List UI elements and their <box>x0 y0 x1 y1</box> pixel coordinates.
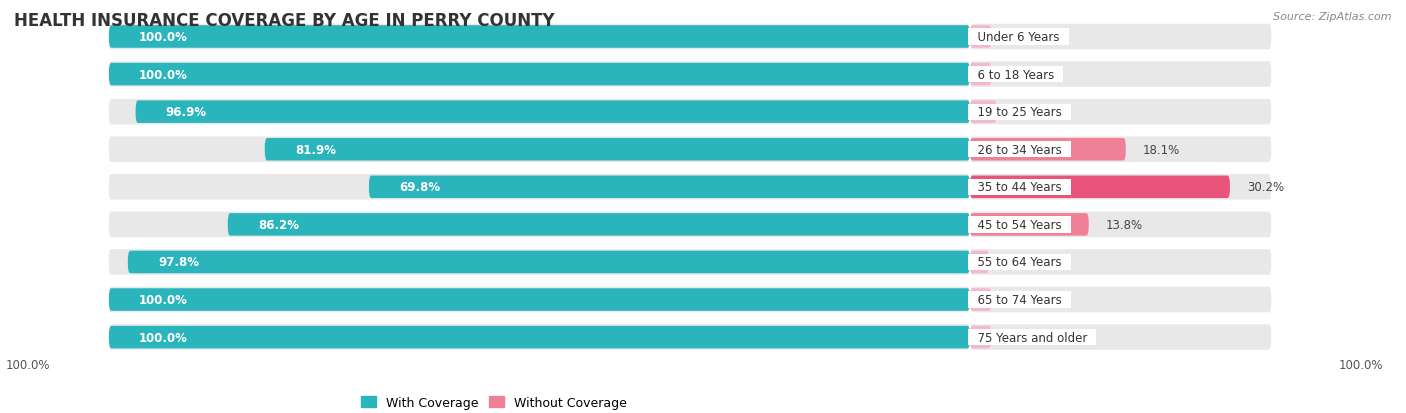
Text: 3.1%: 3.1% <box>1014 106 1043 119</box>
Text: Source: ZipAtlas.com: Source: ZipAtlas.com <box>1274 12 1392 22</box>
FancyBboxPatch shape <box>108 64 970 86</box>
Text: 75 Years and older: 75 Years and older <box>970 331 1095 344</box>
FancyBboxPatch shape <box>108 249 970 275</box>
Text: HEALTH INSURANCE COVERAGE BY AGE IN PERRY COUNTY: HEALTH INSURANCE COVERAGE BY AGE IN PERR… <box>14 12 555 30</box>
FancyBboxPatch shape <box>970 101 997 123</box>
Text: Under 6 Years: Under 6 Years <box>970 31 1067 44</box>
FancyBboxPatch shape <box>970 326 991 349</box>
FancyBboxPatch shape <box>970 26 991 49</box>
Text: 0.0%: 0.0% <box>1008 293 1038 306</box>
FancyBboxPatch shape <box>135 101 970 123</box>
FancyBboxPatch shape <box>108 287 970 313</box>
FancyBboxPatch shape <box>228 214 970 236</box>
Text: 13.8%: 13.8% <box>1107 218 1143 231</box>
FancyBboxPatch shape <box>108 137 970 163</box>
Text: 0.0%: 0.0% <box>1008 69 1038 81</box>
FancyBboxPatch shape <box>264 139 970 161</box>
Text: 100.0%: 100.0% <box>6 358 51 371</box>
FancyBboxPatch shape <box>970 175 1271 200</box>
FancyBboxPatch shape <box>970 25 1271 50</box>
Text: 30.2%: 30.2% <box>1247 181 1284 194</box>
FancyBboxPatch shape <box>108 26 970 49</box>
FancyBboxPatch shape <box>970 139 1126 161</box>
FancyBboxPatch shape <box>108 175 970 200</box>
FancyBboxPatch shape <box>970 289 991 311</box>
FancyBboxPatch shape <box>970 325 1271 350</box>
FancyBboxPatch shape <box>970 176 1230 199</box>
Text: 100.0%: 100.0% <box>139 69 188 81</box>
Text: 6 to 18 Years: 6 to 18 Years <box>970 69 1062 81</box>
Text: 35 to 44 Years: 35 to 44 Years <box>970 181 1069 194</box>
Text: 100.0%: 100.0% <box>139 31 188 44</box>
Text: 45 to 54 Years: 45 to 54 Years <box>970 218 1069 231</box>
FancyBboxPatch shape <box>970 249 1271 275</box>
FancyBboxPatch shape <box>970 287 1271 313</box>
FancyBboxPatch shape <box>108 326 970 349</box>
FancyBboxPatch shape <box>108 289 970 311</box>
Text: 81.9%: 81.9% <box>295 143 336 157</box>
Legend: With Coverage, Without Coverage: With Coverage, Without Coverage <box>356 391 631 413</box>
FancyBboxPatch shape <box>970 251 988 273</box>
Text: 86.2%: 86.2% <box>257 218 299 231</box>
FancyBboxPatch shape <box>970 64 991 86</box>
FancyBboxPatch shape <box>368 176 970 199</box>
FancyBboxPatch shape <box>108 100 970 125</box>
Text: 65 to 74 Years: 65 to 74 Years <box>970 293 1069 306</box>
FancyBboxPatch shape <box>128 251 970 273</box>
Text: 18.1%: 18.1% <box>1143 143 1180 157</box>
FancyBboxPatch shape <box>108 212 970 237</box>
Text: 2.2%: 2.2% <box>1007 256 1036 269</box>
Text: 0.0%: 0.0% <box>1008 31 1038 44</box>
FancyBboxPatch shape <box>108 25 970 50</box>
FancyBboxPatch shape <box>970 212 1271 237</box>
Text: 100.0%: 100.0% <box>139 331 188 344</box>
Text: 0.0%: 0.0% <box>1008 331 1038 344</box>
FancyBboxPatch shape <box>970 100 1271 125</box>
FancyBboxPatch shape <box>970 214 1088 236</box>
Text: 96.9%: 96.9% <box>166 106 207 119</box>
Text: 100.0%: 100.0% <box>1339 358 1384 371</box>
Text: 69.8%: 69.8% <box>399 181 440 194</box>
Text: 55 to 64 Years: 55 to 64 Years <box>970 256 1069 269</box>
Text: 97.8%: 97.8% <box>157 256 200 269</box>
FancyBboxPatch shape <box>970 137 1271 163</box>
Text: 19 to 25 Years: 19 to 25 Years <box>970 106 1069 119</box>
FancyBboxPatch shape <box>108 325 970 350</box>
FancyBboxPatch shape <box>108 62 970 88</box>
FancyBboxPatch shape <box>970 62 1271 88</box>
Text: 26 to 34 Years: 26 to 34 Years <box>970 143 1069 157</box>
Text: 100.0%: 100.0% <box>139 293 188 306</box>
